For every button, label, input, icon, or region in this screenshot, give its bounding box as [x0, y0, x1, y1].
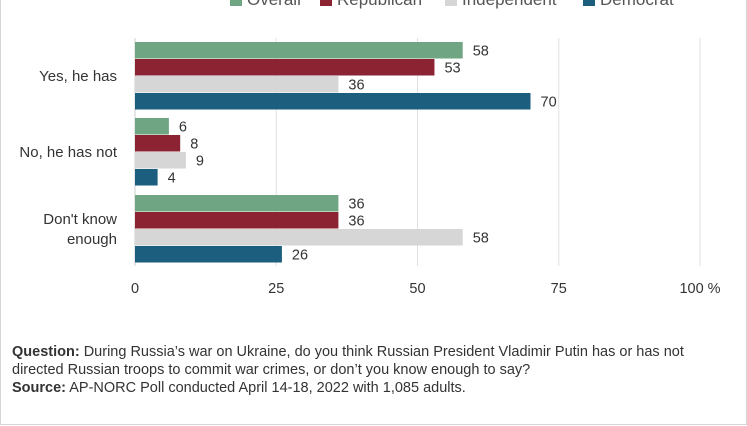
category-label: Don't know — [43, 211, 117, 228]
bar-democrat-1 — [135, 93, 531, 110]
value-label: 58 — [473, 230, 489, 246]
value-label: 36 — [348, 77, 364, 93]
value-label: 58 — [473, 43, 489, 59]
legend-label-republican: Republican — [337, 0, 422, 9]
question-label: Question: — [12, 344, 80, 360]
source-note: Source: AP-NORC Poll conducted April 14-… — [12, 379, 737, 397]
legend-swatch-democrat — [583, 0, 595, 6]
value-label: 36 — [348, 196, 364, 212]
x-tick-label: 25 — [268, 281, 284, 297]
bar-democrat-3 — [135, 246, 282, 263]
legend-swatch-republican — [320, 0, 332, 6]
value-label: 70 — [541, 94, 557, 110]
bar-independent-3 — [135, 229, 463, 246]
value-label: 36 — [348, 213, 364, 229]
question-note: Question: During Russia’s war on Ukraine… — [12, 343, 737, 379]
legend-label-independent: Independent — [462, 0, 557, 9]
source-label: Source: — [12, 380, 66, 396]
category-label: Yes, he has — [39, 68, 117, 85]
bar-overall-3 — [135, 195, 339, 212]
x-tick-label: 50 — [409, 281, 425, 297]
value-label: 4 — [168, 170, 176, 186]
x-tick-label: 0 — [131, 281, 139, 297]
question-text: During Russia’s war on Ukraine, do you t… — [12, 344, 684, 378]
bar-republican-2 — [135, 135, 181, 152]
bar-democrat-2 — [135, 169, 158, 186]
value-label: 9 — [196, 153, 204, 169]
source-text: AP-NORC Poll conducted April 14-18, 2022… — [69, 380, 466, 396]
x-tick-label: 75 — [551, 281, 567, 297]
category-label: No, he has not — [19, 144, 117, 161]
legend-label-overall: Overall — [247, 0, 301, 9]
legend-swatch-overall — [230, 0, 242, 6]
category-label: enough — [67, 231, 117, 248]
legend-label-democrat: Democrat — [600, 0, 674, 9]
legend-swatch-independent — [445, 0, 457, 6]
bar-independent-2 — [135, 152, 186, 169]
value-label: 53 — [444, 60, 460, 76]
value-label: 8 — [190, 136, 198, 152]
bar-republican-1 — [135, 59, 435, 76]
value-label: 26 — [292, 247, 308, 263]
bar-republican-3 — [135, 212, 339, 229]
bar-independent-1 — [135, 76, 339, 93]
bar-overall-2 — [135, 118, 169, 135]
value-label: 6 — [179, 119, 187, 135]
bar-overall-1 — [135, 42, 463, 59]
x-tick-label: 100 % — [679, 281, 720, 297]
chart-notes: Question: During Russia’s war on Ukraine… — [12, 343, 737, 397]
